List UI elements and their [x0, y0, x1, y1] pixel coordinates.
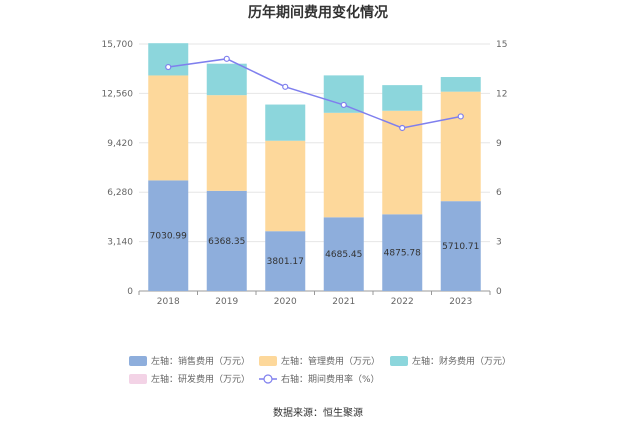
legend-item[interactable]: 左轴：财务费用（万元）	[390, 355, 511, 367]
left-tick-label: 0	[127, 287, 133, 297]
bar-segment-0	[382, 214, 423, 291]
bar-segment-2	[206, 63, 247, 96]
legend-swatch	[390, 356, 408, 366]
bar-segment-0	[206, 190, 247, 291]
legend-item[interactable]: 左轴：销售费用（万元）	[129, 355, 250, 367]
legend-line-marker	[263, 374, 273, 384]
bar-segment-1	[148, 75, 189, 181]
bar-data-label: 7030.99	[150, 232, 187, 242]
bar-segment-1	[265, 140, 306, 232]
bar-segment-0	[265, 231, 306, 291]
bar-segment-0	[148, 180, 189, 291]
left-tick-label: 12,560	[102, 89, 134, 99]
rate-point	[282, 83, 289, 90]
bar-segment-2	[440, 77, 481, 92]
x-tick-label: 2021	[332, 297, 355, 307]
left-tick-label: 3,140	[107, 238, 133, 248]
rate-point	[223, 55, 230, 62]
legend: 左轴：销售费用（万元） 左轴：管理费用（万元） 左轴：财务费用（万元） 左轴：研发费用…	[129, 355, 511, 385]
left-tick-label: 9,420	[107, 139, 133, 149]
legend-item[interactable]: 右轴：期间费用率（%）	[259, 373, 380, 385]
rate-point	[165, 63, 172, 71]
bar-data-label: 4685.45	[325, 250, 362, 260]
legend-item[interactable]: 左轴：研发费用（万元）	[129, 373, 250, 385]
rate-line-path	[168, 58, 461, 129]
x-tick-label: 2018	[157, 297, 180, 307]
legend-swatch	[259, 356, 277, 366]
legend-label: 左轴：管理费用（万元）	[281, 355, 380, 367]
legend-swatch	[129, 374, 147, 384]
bar-segment-2	[148, 43, 189, 76]
legend-label: 右轴：期间费用率（%）	[281, 373, 380, 385]
right-tick-label: 6	[496, 188, 502, 198]
bar-data-label: 4875.78	[384, 249, 421, 259]
left-tick-label: 6,280	[107, 188, 133, 198]
x-tick-label: 2020	[274, 297, 297, 307]
legend-label: 左轴：销售费用（万元）	[151, 355, 250, 367]
bar-segment-1	[323, 112, 364, 218]
x-tick-label: 2023	[449, 297, 472, 307]
left-tick-label: 15,700	[102, 40, 134, 50]
bar-segment-2	[382, 85, 423, 111]
x-tick-label: 2022	[391, 297, 414, 307]
legend-label: 左轴：研发费用（万元）	[151, 373, 250, 385]
bars	[148, 43, 481, 291]
bar-segment-2	[265, 104, 306, 141]
right-tick-label: 9	[496, 139, 502, 149]
legend-swatch	[129, 356, 147, 366]
right-tick-label: 12	[496, 89, 507, 99]
bar-segment-0	[440, 201, 481, 291]
legend-item[interactable]: 左轴：管理费用（万元）	[259, 355, 380, 367]
rate-point	[340, 101, 347, 109]
legend-label: 左轴：财务费用（万元）	[412, 355, 511, 367]
bar-data-label: 3801.17	[267, 257, 304, 267]
rate-line	[165, 55, 464, 132]
rate-point	[457, 113, 464, 120]
axes: 0 3,140 6,280 9,420 12,560 15,700 0 3 6 9 12 15 2018…	[102, 40, 508, 307]
right-tick-label: 15	[496, 40, 507, 50]
chart-title: 历年期间费用变化情况	[248, 4, 388, 21]
bar-segment-0	[323, 217, 364, 291]
grid	[139, 43, 490, 243]
bar-segment-1	[206, 95, 247, 191]
data-labels: 7030.99 6368.35 3801.17 4685.45 4875.78 5710.…	[150, 232, 480, 267]
x-tick-label: 2019	[215, 297, 238, 307]
bar-data-label: 6368.35	[208, 237, 245, 247]
source-note: 数据来源：恒生聚源	[273, 406, 363, 419]
rate-point	[399, 124, 406, 132]
bar-data-label: 5710.71	[442, 242, 479, 252]
right-tick-label: 0	[496, 287, 502, 297]
right-tick-label: 3	[496, 238, 502, 248]
bar-segment-1	[440, 91, 481, 202]
